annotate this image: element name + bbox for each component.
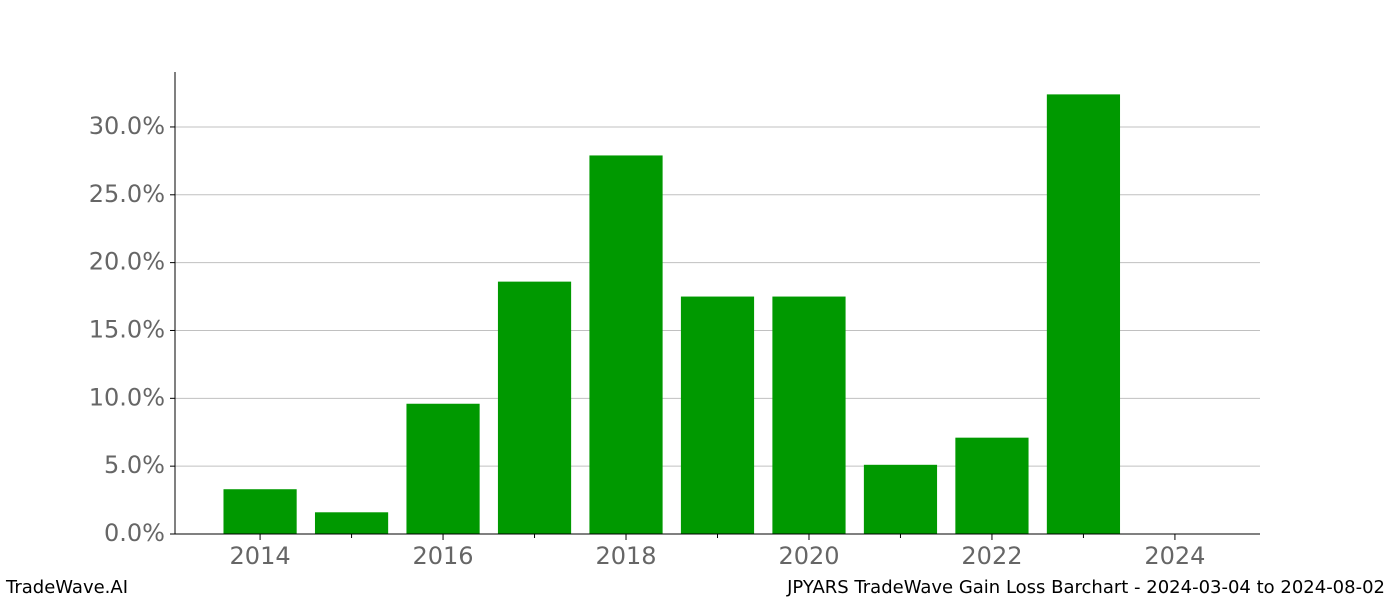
y-tick-label: 15.0% (89, 315, 165, 343)
bar (955, 437, 1029, 534)
bar (680, 296, 755, 534)
bar (1046, 94, 1121, 534)
x-tick-label: 2024 (1144, 542, 1205, 570)
y-tick-label: 0.0% (104, 519, 165, 547)
bar (497, 281, 572, 534)
x-tick-label: 2018 (595, 542, 656, 570)
x-tick-label: 2016 (413, 542, 474, 570)
bar (863, 464, 938, 534)
bar (406, 403, 480, 534)
y-tick-label: 10.0% (89, 383, 165, 411)
x-tick-label: 2014 (230, 542, 291, 570)
y-tick-label: 30.0% (89, 112, 165, 140)
bar (772, 296, 846, 534)
bar (589, 155, 663, 534)
y-tick-label: 25.0% (89, 180, 165, 208)
x-tick-label: 2020 (778, 542, 839, 570)
x-tick-label: 2022 (961, 542, 1022, 570)
y-tick-label: 5.0% (104, 451, 165, 479)
bar (314, 512, 389, 534)
chart-title: JPYARS TradeWave Gain Loss Barchart - 20… (786, 577, 1385, 598)
y-tick-label: 20.0% (89, 248, 165, 276)
bar (223, 489, 297, 534)
brand: TradeWave.AI (5, 577, 128, 598)
